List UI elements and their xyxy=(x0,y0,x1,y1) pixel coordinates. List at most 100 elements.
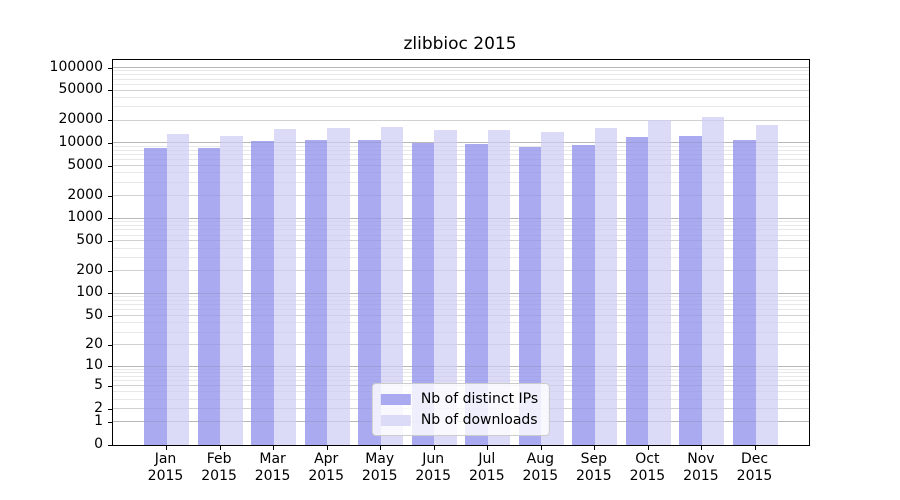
x-tick-label-year: 2015 xyxy=(629,468,666,484)
y-tick-label: 1 xyxy=(94,412,103,429)
y-tick-label: 50 xyxy=(85,306,103,323)
gridline xyxy=(113,221,809,223)
y-tick-mark xyxy=(108,165,112,167)
gridline xyxy=(113,344,809,346)
gridline xyxy=(113,172,809,174)
gridline xyxy=(113,181,809,183)
x-axis-labels: Jan 2015 Feb 2015 Mar 2015 Apr 2015 May 2015 Jun 20… xyxy=(112,451,808,491)
x-tick-mark xyxy=(540,446,542,450)
x-tick-label: Feb 2015 xyxy=(201,451,237,485)
bar-downloads-nov xyxy=(701,116,725,445)
gridline xyxy=(113,70,809,72)
gridline xyxy=(113,380,809,382)
y-tick-mark xyxy=(108,315,112,317)
gridline xyxy=(113,344,809,346)
y-tick-label: 2 xyxy=(94,399,103,416)
x-tick-label-month: May xyxy=(365,451,395,467)
gridline xyxy=(113,292,809,294)
x-tick-label-year: 2015 xyxy=(736,468,773,484)
gridline xyxy=(113,270,809,272)
y-tick-mark xyxy=(108,270,112,272)
x-tick-label-month: Jan xyxy=(154,451,177,467)
y-tick-label: 20000 xyxy=(58,111,103,128)
y-axis-labels: 0 1 2 5 10 20 50 100 200 500 1000 2000 5000 10000 2000… xyxy=(0,58,103,452)
gridline xyxy=(113,89,809,91)
y-tick-mark xyxy=(108,421,112,423)
gridline xyxy=(113,247,809,249)
bar-distinct-ips-aug xyxy=(518,147,542,445)
gridline xyxy=(113,375,809,377)
gridline xyxy=(113,331,809,333)
x-tick-mark xyxy=(326,446,328,450)
gridline xyxy=(113,195,809,197)
y-tick-label: 10000 xyxy=(58,133,103,150)
y-tick-label: 100000 xyxy=(49,58,103,75)
y-tick-mark xyxy=(108,444,112,446)
x-tick-label-month: Apr xyxy=(314,451,339,467)
gridline xyxy=(113,119,809,121)
x-tick-label-month: Sep xyxy=(580,451,607,467)
x-tick-label-year: 2015 xyxy=(468,468,505,484)
y-tick-label: 200 xyxy=(76,261,103,278)
bar-distinct-ips-oct xyxy=(625,136,649,445)
gridline xyxy=(113,225,809,227)
gridline xyxy=(113,309,809,311)
gridline xyxy=(113,106,809,108)
x-tick-label-month: Aug xyxy=(526,451,554,467)
x-tick-label: Jan 2015 xyxy=(148,451,184,485)
x-tick-mark xyxy=(273,446,275,450)
gridline xyxy=(113,149,809,151)
x-tick-mark xyxy=(701,446,703,450)
bar-downloads-sep xyxy=(594,128,618,445)
gridline xyxy=(113,217,809,219)
bar-downloads-may xyxy=(380,127,404,445)
x-tick-label-year: 2015 xyxy=(361,468,398,484)
y-tick-label: 1000 xyxy=(67,209,103,226)
y-tick-label: 10 xyxy=(85,357,103,373)
gridline xyxy=(113,365,809,367)
gridline xyxy=(113,83,809,85)
gridline xyxy=(113,240,809,242)
y-tick-mark xyxy=(108,142,112,144)
bar-distinct-ips-apr xyxy=(304,140,328,445)
gridline xyxy=(113,70,809,72)
x-tick-label: May 2015 xyxy=(362,451,398,485)
gridline xyxy=(113,315,809,317)
y-tick-label: 5 xyxy=(94,376,103,393)
gridline xyxy=(113,234,809,236)
gridline xyxy=(113,300,809,302)
plot-area: Nb of distinct IPs Nb of downloads xyxy=(108,59,810,450)
gridline xyxy=(113,67,809,68)
x-tick-label: Aug 2015 xyxy=(522,451,558,485)
bar-distinct-ips-jul xyxy=(465,144,488,445)
gridline xyxy=(113,181,809,183)
gridline xyxy=(113,257,809,259)
gridline xyxy=(113,229,809,231)
x-tick-mark xyxy=(219,446,221,450)
y-tick-mark xyxy=(108,90,112,92)
gridline xyxy=(113,217,809,219)
y-tick-label: 2000 xyxy=(67,186,103,203)
gridline xyxy=(113,372,809,374)
y-tick-label: 20 xyxy=(85,335,103,352)
gridline xyxy=(113,74,809,76)
gridline xyxy=(113,165,809,167)
y-tick-mark xyxy=(108,408,112,410)
legend-item-downloads: Nb of downloads xyxy=(380,412,538,428)
gridline xyxy=(113,106,809,108)
legend-item-distinct-ips: Nb of distinct IPs xyxy=(380,391,539,407)
gridline xyxy=(113,172,809,174)
gridline xyxy=(113,270,809,272)
gridline xyxy=(113,119,809,121)
gridline xyxy=(113,315,809,317)
legend-label-distinct-ips: Nb of distinct IPs xyxy=(420,391,539,407)
x-tick-label-month: Nov xyxy=(687,451,715,467)
x-tick-label: Dec 2015 xyxy=(737,451,773,485)
bar-downloads-jun xyxy=(434,129,457,445)
bar-downloads-feb xyxy=(220,135,243,445)
gridline xyxy=(113,195,809,197)
gridline xyxy=(113,300,809,302)
x-tick-mark xyxy=(647,446,649,450)
bar-downloads-oct xyxy=(648,120,671,445)
gridline xyxy=(113,322,809,324)
